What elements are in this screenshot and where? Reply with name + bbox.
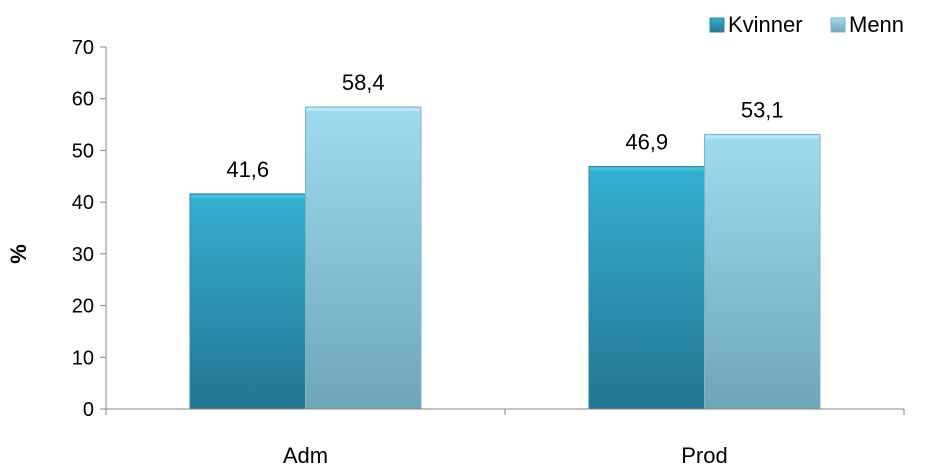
x-category-label: Prod	[681, 443, 727, 468]
bar-highlight	[190, 194, 305, 198]
y-tick-label: 60	[72, 89, 94, 111]
y-tick-label: 30	[72, 244, 94, 266]
y-tick-label: 20	[72, 296, 94, 318]
legend-label-menn: Menn	[849, 12, 904, 37]
y-axis-label: %	[6, 244, 31, 264]
data-labels: 41,6 58,4 46,9 53,1	[226, 70, 783, 182]
legend-swatch-kvinner	[709, 17, 725, 33]
bar-highlight	[589, 167, 704, 171]
y-tick-label: 10	[72, 347, 94, 369]
data-label: 41,6	[226, 157, 269, 182]
data-label: 58,4	[342, 70, 385, 95]
bar-menn-prod	[704, 133, 821, 410]
y-axis: 0 10 20 30 40 50 60 70	[72, 37, 107, 421]
y-tick-label: 0	[83, 399, 94, 421]
data-label: 46,9	[625, 129, 668, 154]
bar-kvinner-adm	[189, 193, 306, 410]
x-axis: Adm Prod	[105, 408, 905, 468]
data-label: 53,1	[741, 97, 784, 122]
bar-kvinner-prod	[588, 165, 705, 410]
y-tick-label: 40	[72, 192, 94, 214]
legend-label-kvinner: Kvinner	[728, 12, 803, 37]
bar-menn-adm	[305, 106, 422, 410]
x-category-label: Adm	[283, 443, 328, 468]
y-tick-label: 50	[72, 140, 94, 162]
bar-highlight	[705, 135, 820, 139]
legend: Kvinner Menn	[709, 12, 904, 37]
y-tick-label: 70	[72, 37, 94, 59]
bar-highlight	[306, 107, 421, 111]
legend-swatch-menn	[830, 17, 846, 33]
bars	[189, 106, 821, 410]
